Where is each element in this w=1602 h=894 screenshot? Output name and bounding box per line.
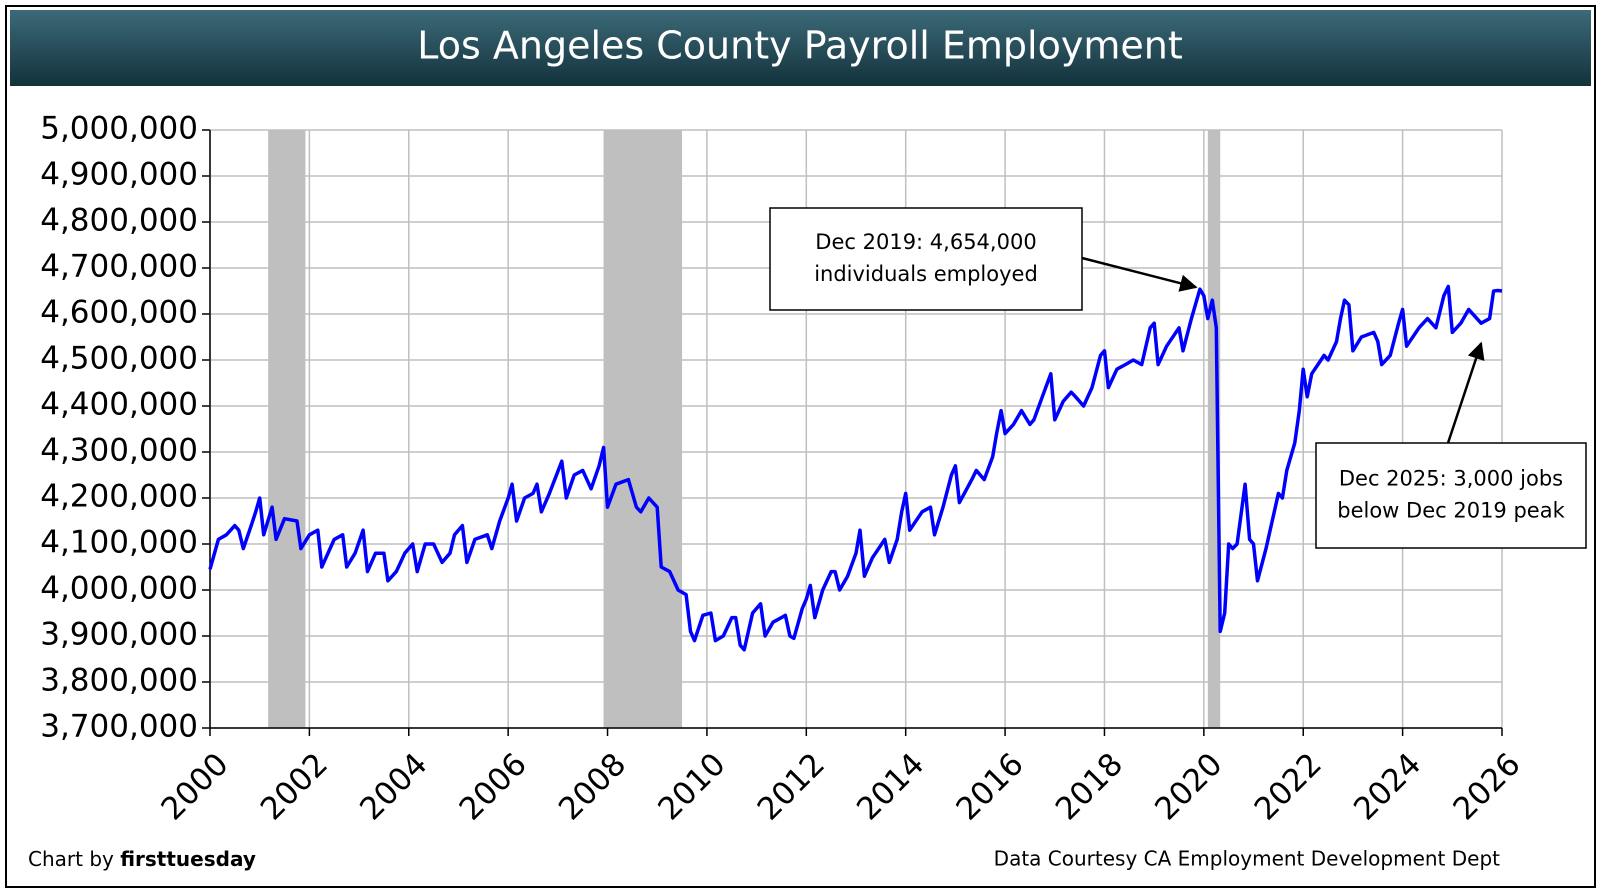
y-tick-label: 4,300,000 [40,433,198,469]
recession-band [1207,130,1221,728]
credit-name: firsttuesday [120,847,256,871]
y-tick-label: 4,200,000 [40,479,198,515]
y-tick-label: 3,700,000 [40,709,198,745]
y-tick-label: 4,600,000 [40,295,198,331]
annotation-text: Dec 2025: 3,000 jobs [1339,467,1563,491]
source: Data Courtesy CA Employment Development … [994,847,1500,871]
y-tick-label: 3,800,000 [40,663,198,699]
annotation-text: Dec 2019: 4,654,000 [815,230,1036,254]
recession-band [603,130,683,728]
annotation-box [769,207,1083,311]
y-tick-label: 4,100,000 [40,525,198,561]
y-tick-label: 5,000,000 [40,111,198,147]
y-tick-label: 3,900,000 [40,617,198,653]
annotation-text: below Dec 2019 peak [1337,499,1565,523]
annotation-arrow [1081,256,1198,292]
chart-title: Los Angeles County Payroll Employment [417,24,1182,68]
y-tick-label: 4,500,000 [40,341,198,377]
credit-prefix: Chart by [28,847,114,871]
credit: Chart by firsttuesday [28,847,256,871]
y-tick-label: 4,900,000 [40,157,198,193]
annotation-arrow [1446,341,1485,444]
employment-line [208,284,1503,652]
y-tick-label: 4,700,000 [40,249,198,285]
y-tick-label: 4,000,000 [40,571,198,607]
y-tick-label: 4,800,000 [40,203,198,239]
title-bar [10,10,1591,86]
annotation-box [1315,442,1587,549]
y-tick-label: 4,400,000 [40,387,198,423]
recession-band [268,130,306,728]
annotation-text: individuals employed [814,262,1038,286]
